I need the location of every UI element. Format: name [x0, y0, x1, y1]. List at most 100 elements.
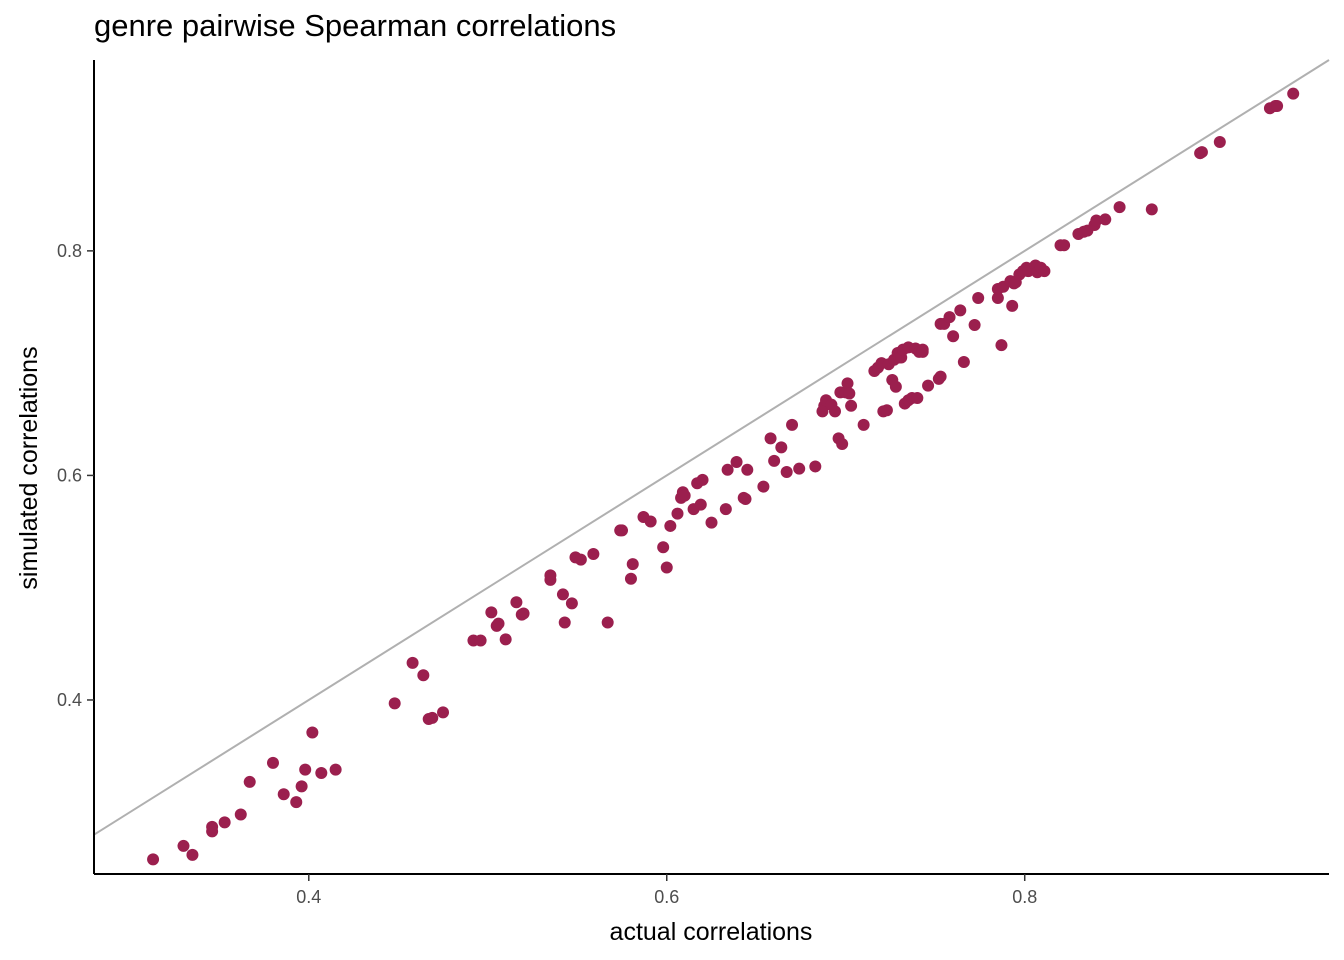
- data-point: [730, 455, 743, 468]
- data-point: [671, 507, 684, 520]
- data-point: [626, 558, 639, 571]
- data-point: [406, 656, 419, 669]
- data-point: [574, 553, 587, 566]
- data-point: [295, 780, 308, 793]
- y-axis-title: simulated correlations: [15, 346, 43, 589]
- ticks-layer: 0.4 0.6 0.8 0.4 0.6 0.8: [57, 241, 1037, 907]
- data-point: [147, 853, 160, 866]
- data-point: [880, 404, 893, 417]
- y-tick-label: 0.6: [57, 465, 82, 485]
- data-point: [329, 763, 342, 776]
- data-point: [841, 377, 854, 390]
- data-point: [719, 503, 732, 516]
- data-point: [741, 463, 754, 476]
- data-point: [315, 766, 328, 779]
- data-point: [417, 669, 430, 682]
- data-point: [809, 460, 822, 473]
- data-point: [177, 839, 190, 852]
- data-point: [954, 304, 967, 317]
- data-point: [721, 463, 734, 476]
- data-point: [793, 462, 806, 475]
- reference-line: [93, 59, 1330, 836]
- x-axis-title: actual correlations: [610, 918, 813, 946]
- data-point: [705, 516, 718, 529]
- data-point: [558, 616, 571, 629]
- data-point: [206, 820, 219, 833]
- data-point: [644, 515, 657, 528]
- data-point: [426, 711, 439, 724]
- data-point: [243, 775, 256, 788]
- data-point: [664, 519, 677, 532]
- data-point: [624, 572, 637, 585]
- data-point: [857, 418, 870, 431]
- data-point: [786, 418, 799, 431]
- data-point: [829, 405, 841, 418]
- data-point: [1038, 265, 1051, 278]
- data-point: [957, 356, 970, 369]
- data-point: [474, 634, 487, 647]
- data-point: [616, 524, 629, 537]
- data-point: [1058, 239, 1071, 252]
- data-point: [696, 473, 709, 486]
- data-point: [510, 596, 523, 609]
- data-point: [768, 454, 781, 467]
- data-point: [934, 370, 947, 383]
- data-point: [290, 796, 303, 809]
- data-point: [775, 441, 788, 454]
- points-layer: [147, 87, 1300, 866]
- data-point: [1099, 213, 1112, 226]
- data-point: [601, 616, 614, 629]
- data-point: [556, 588, 569, 601]
- data-point: [218, 816, 231, 829]
- chart-title: genre pairwise Spearman correlations: [94, 8, 617, 43]
- data-point: [1287, 87, 1300, 100]
- data-point: [660, 561, 673, 574]
- y-tick-label: 0.8: [57, 241, 82, 261]
- data-point: [587, 548, 600, 561]
- data-point: [1213, 135, 1226, 148]
- data-point: [306, 726, 319, 739]
- data-point: [517, 607, 530, 620]
- data-point: [1006, 299, 1019, 312]
- data-point: [565, 597, 578, 610]
- data-point: [845, 399, 858, 412]
- data-point: [186, 848, 199, 861]
- data-point: [499, 633, 512, 646]
- data-point: [968, 318, 981, 331]
- data-point: [388, 697, 401, 710]
- data-point: [911, 391, 924, 404]
- data-point: [437, 706, 450, 719]
- data-point: [991, 292, 1004, 305]
- data-point: [657, 541, 670, 554]
- data-point: [277, 788, 290, 801]
- data-point: [739, 492, 752, 505]
- x-tick-label: 0.4: [296, 887, 321, 907]
- data-point: [995, 339, 1008, 352]
- data-point: [234, 808, 247, 821]
- data-point: [843, 387, 856, 400]
- y-tick-label: 0.4: [57, 690, 82, 710]
- data-point: [1271, 100, 1284, 113]
- data-point: [889, 380, 902, 393]
- data-point: [544, 569, 557, 582]
- data-point: [694, 498, 707, 511]
- data-point: [678, 489, 691, 502]
- data-point: [492, 617, 505, 630]
- data-point: [916, 345, 929, 358]
- data-point: [1113, 201, 1126, 214]
- data-point: [947, 330, 960, 343]
- data-point: [1090, 214, 1103, 227]
- data-point: [299, 763, 312, 776]
- data-point: [972, 292, 985, 305]
- data-point: [757, 480, 770, 493]
- data-point: [780, 466, 793, 479]
- data-point: [485, 606, 498, 619]
- data-point: [922, 379, 935, 392]
- data-point: [764, 432, 777, 445]
- axes-layer: [93, 60, 1329, 875]
- reference-line-layer: [93, 59, 1330, 836]
- x-tick-label: 0.8: [1012, 887, 1037, 907]
- data-point: [1195, 146, 1208, 159]
- x-tick-label: 0.6: [654, 887, 679, 907]
